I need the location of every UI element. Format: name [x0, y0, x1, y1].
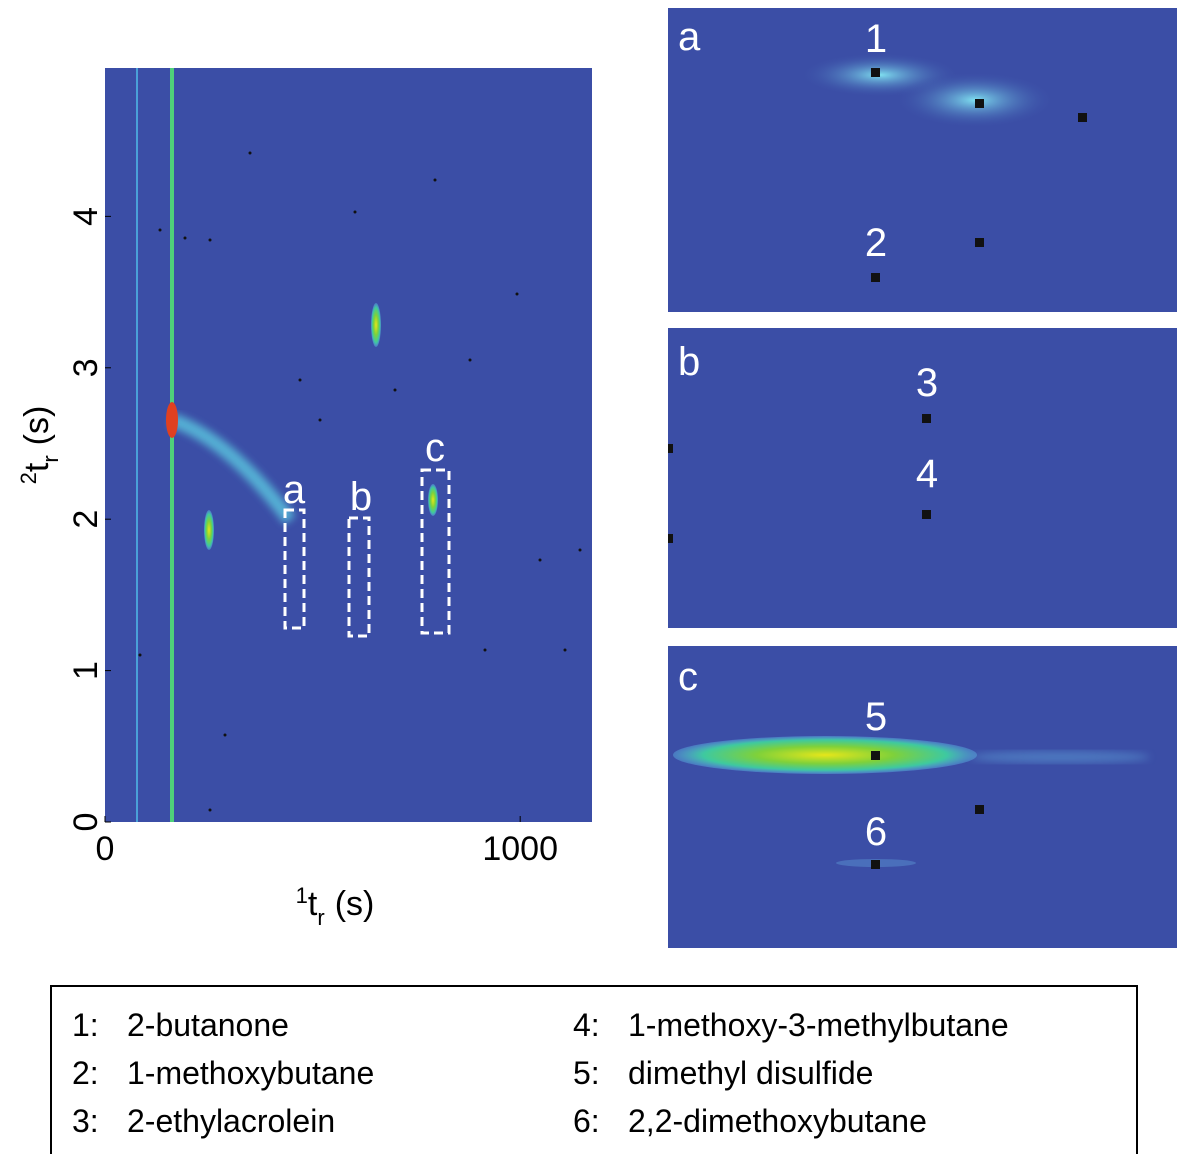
peak-label: 1	[865, 17, 887, 61]
region-label: c	[425, 426, 445, 470]
unit: (s)	[18, 406, 56, 446]
unit: (s)	[335, 885, 375, 923]
marker	[975, 805, 984, 814]
legend-name: 1-methoxy-3-methylbutane	[628, 1007, 1009, 1043]
sub: r	[317, 905, 324, 930]
marker	[1078, 113, 1087, 122]
y-tick-label: 2	[67, 510, 105, 529]
y-tick-label: 3	[67, 358, 105, 377]
marker	[922, 510, 931, 519]
base: t	[18, 462, 56, 472]
y-tick-label: 4	[67, 207, 105, 226]
marker	[975, 238, 984, 247]
panel-label: a	[678, 15, 701, 59]
dots	[138, 151, 582, 812]
marker	[668, 534, 673, 543]
region-box	[420, 468, 451, 635]
x-tick-label: 1000	[482, 830, 558, 868]
peak-spot	[204, 510, 214, 550]
marker	[668, 444, 673, 453]
legend-key: 1:	[72, 1007, 99, 1043]
peak-spot	[166, 402, 178, 438]
main-plot: a b c	[105, 68, 592, 822]
region-label: b	[350, 475, 372, 519]
legend-box	[50, 985, 1138, 1154]
x-tick-label: 0	[96, 830, 115, 868]
peak-label: 5	[865, 695, 887, 739]
peak-spot	[428, 484, 438, 516]
panel-b: b 3 4	[668, 328, 1177, 628]
panel-c: c 5 6	[668, 646, 1177, 948]
axes: 0 1000 0 1 2 3 4	[67, 207, 558, 868]
base: t	[308, 885, 318, 923]
legend-key: 4:	[573, 1007, 600, 1043]
peak-label: 2	[865, 221, 887, 265]
blob	[673, 736, 977, 774]
legend-name: 2-ethylacrolein	[127, 1103, 335, 1139]
legend-key: 2:	[72, 1055, 99, 1091]
panel-bg	[668, 8, 1177, 312]
x-axis-label: 1tr (s)	[296, 883, 375, 930]
peak-label: 3	[916, 361, 938, 405]
peak-label: 4	[916, 452, 938, 496]
marker	[871, 751, 880, 760]
peak-spot	[371, 303, 381, 347]
y-tick-label: 1	[67, 661, 105, 680]
y-tick-label: 0	[67, 813, 105, 832]
sup: 1	[296, 883, 308, 908]
legend-name: 1-methoxybutane	[127, 1055, 374, 1091]
legend-key: 5:	[573, 1055, 600, 1091]
region-label: a	[283, 468, 306, 512]
marker	[871, 68, 880, 77]
marker	[975, 99, 984, 108]
legend: 1: 2-butanone 2: 1-methoxybutane 3: 2-ethylac…	[72, 1007, 1009, 1139]
panel-a: a 1 2	[668, 8, 1177, 312]
tail	[970, 751, 1150, 763]
legend-key: 3:	[72, 1103, 99, 1139]
marker	[871, 860, 880, 869]
region-box	[347, 516, 371, 638]
region-box	[283, 508, 306, 630]
tail	[169, 413, 296, 525]
y-axis-label: 2tr (s)	[16, 406, 63, 485]
sup: 2	[16, 472, 41, 484]
panel-bg	[668, 646, 1177, 948]
sub: r	[38, 455, 63, 462]
legend-key: 6:	[573, 1103, 600, 1139]
panel-label: b	[678, 340, 700, 384]
legend-name: 2,2-dimethoxybutane	[628, 1103, 927, 1139]
panel-bg	[668, 328, 1177, 628]
legend-name: 2-butanone	[127, 1007, 289, 1043]
panel-label: c	[678, 655, 698, 699]
plot-area	[105, 68, 592, 822]
marker	[922, 414, 931, 423]
marker	[871, 273, 880, 282]
peak-label: 6	[865, 810, 887, 854]
legend-name: dimethyl disulfide	[628, 1055, 873, 1091]
